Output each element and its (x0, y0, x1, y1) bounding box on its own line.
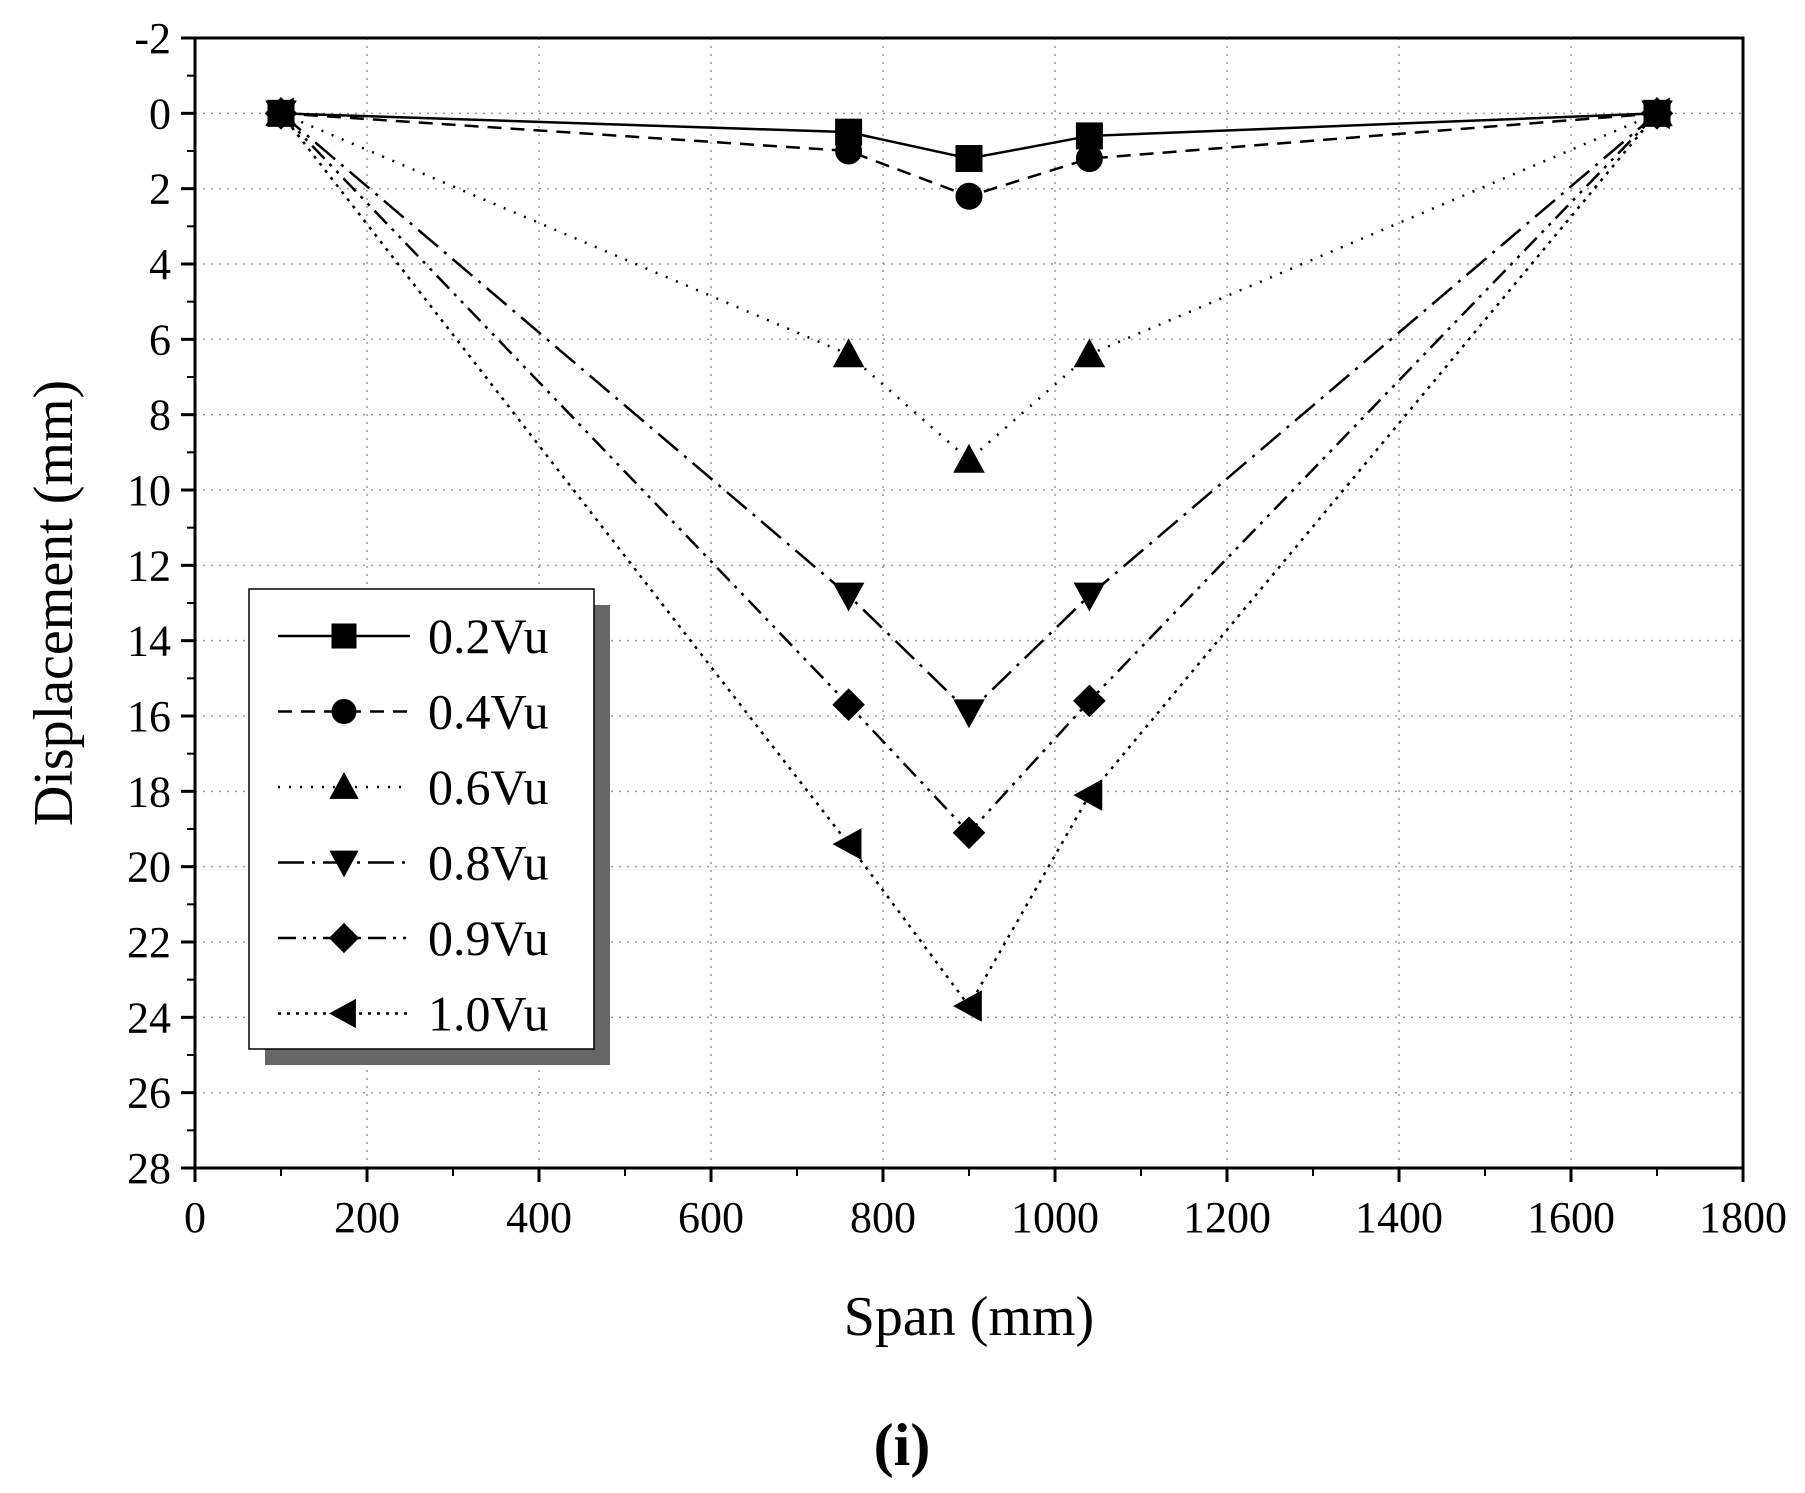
legend-item-0.4Vu: 0.4Vu (278, 684, 549, 740)
legend-label: 0.8Vu (428, 835, 549, 891)
legend-box (248, 588, 595, 1050)
data-point-0.9Vu (1073, 684, 1106, 718)
series-1.0Vu (265, 97, 1670, 1022)
legend-label: 0.2Vu (428, 608, 549, 664)
x-tick-label: 1000 (1011, 1193, 1099, 1242)
y-tick-label: 10 (127, 466, 171, 515)
data-point-1.0Vu (265, 97, 294, 130)
series-0.2Vu (267, 99, 1671, 173)
x-tick-label: 200 (334, 1193, 400, 1242)
y-tick-label: 16 (127, 692, 171, 741)
y-tick-label: 8 (149, 391, 171, 440)
y-tick-label: 2 (149, 165, 171, 214)
x-tick-label: 1800 (1699, 1193, 1787, 1242)
x-axis-title: Span (mm) (844, 1286, 1094, 1348)
legend-marker (329, 850, 359, 878)
legend-item-0.2Vu: 0.2Vu (278, 608, 549, 664)
x-tick-label: 600 (678, 1193, 744, 1242)
x-tick-label: 1400 (1355, 1193, 1443, 1242)
data-point-0.8Vu (832, 582, 865, 612)
data-point-1.0Vu (1073, 779, 1103, 811)
data-point-0.9Vu (952, 816, 986, 850)
y-tick-label: 18 (127, 767, 171, 816)
y-tick-label: 22 (127, 918, 171, 967)
legend-label: 0.6Vu (428, 759, 549, 815)
y-tick-label: 12 (127, 541, 171, 590)
axis-ticks: 0 200 400 600 800 1000 1200 1400 1600 1800-202468… (127, 14, 1787, 1242)
data-point-1.0Vu (1641, 97, 1670, 130)
y-tick-label: 20 (127, 843, 171, 892)
y-tick-label: 24 (127, 993, 171, 1042)
data-point-0.2Vu (955, 145, 983, 173)
y-tick-label: 28 (127, 1144, 171, 1193)
figure-caption: (i) (874, 1412, 931, 1478)
data-point-1.0Vu (832, 828, 862, 860)
series-layer (264, 97, 1674, 1022)
y-tick-label: 4 (149, 240, 171, 289)
y-axis-title: Displacement (mm) (23, 380, 85, 826)
y-tick-label: 14 (127, 617, 171, 666)
legend-label: 0.4Vu (428, 684, 549, 740)
legend-marker (331, 623, 357, 649)
data-point-0.6Vu (832, 338, 865, 368)
x-tick-label: 800 (850, 1193, 916, 1242)
legend-item-0.9Vu: 0.9Vu (278, 910, 549, 966)
legend-items: 0.2Vu 0.4Vu 0.6Vu 0.8Vu 0.9Vu 1.0Vu (278, 608, 549, 1042)
data-point-0.9Vu (832, 688, 865, 722)
data-point-0.6Vu (953, 443, 985, 473)
data-point-0.4Vu (1075, 145, 1103, 173)
legend-marker (328, 922, 360, 954)
y-tick-label: 6 (149, 315, 171, 364)
legend-marker (329, 998, 356, 1029)
data-point-0.6Vu (1073, 338, 1106, 368)
legend-marker (329, 772, 359, 799)
x-tick-label: 1600 (1527, 1193, 1615, 1242)
legend-item-1.0Vu: 1.0Vu (278, 986, 549, 1042)
legend-marker (331, 699, 357, 724)
legend-label: 0.9Vu (428, 910, 549, 966)
data-point-0.4Vu (835, 137, 863, 165)
x-tick-label: 400 (506, 1193, 572, 1242)
y-tick-label: 0 (149, 89, 171, 138)
series-0.9Vu (264, 97, 1674, 850)
data-point-0.4Vu (955, 182, 983, 210)
y-tick-label: -2 (134, 14, 171, 63)
legend-label: 1.0Vu (428, 986, 549, 1042)
data-point-0.8Vu (953, 699, 985, 729)
legend-item-0.8Vu: 0.8Vu (278, 835, 549, 891)
x-tick-label: 0 (184, 1193, 206, 1242)
data-point-1.0Vu (953, 990, 982, 1022)
legend: 0.2Vu 0.4Vu 0.6Vu 0.8Vu 0.9Vu 1.0Vu (248, 588, 610, 1065)
data-point-0.2Vu (1075, 122, 1103, 150)
legend-item-0.6Vu: 0.6Vu (278, 759, 549, 815)
y-tick-label: 26 (127, 1069, 171, 1118)
x-tick-label: 1200 (1183, 1193, 1271, 1242)
data-point-0.8Vu (1073, 582, 1106, 612)
